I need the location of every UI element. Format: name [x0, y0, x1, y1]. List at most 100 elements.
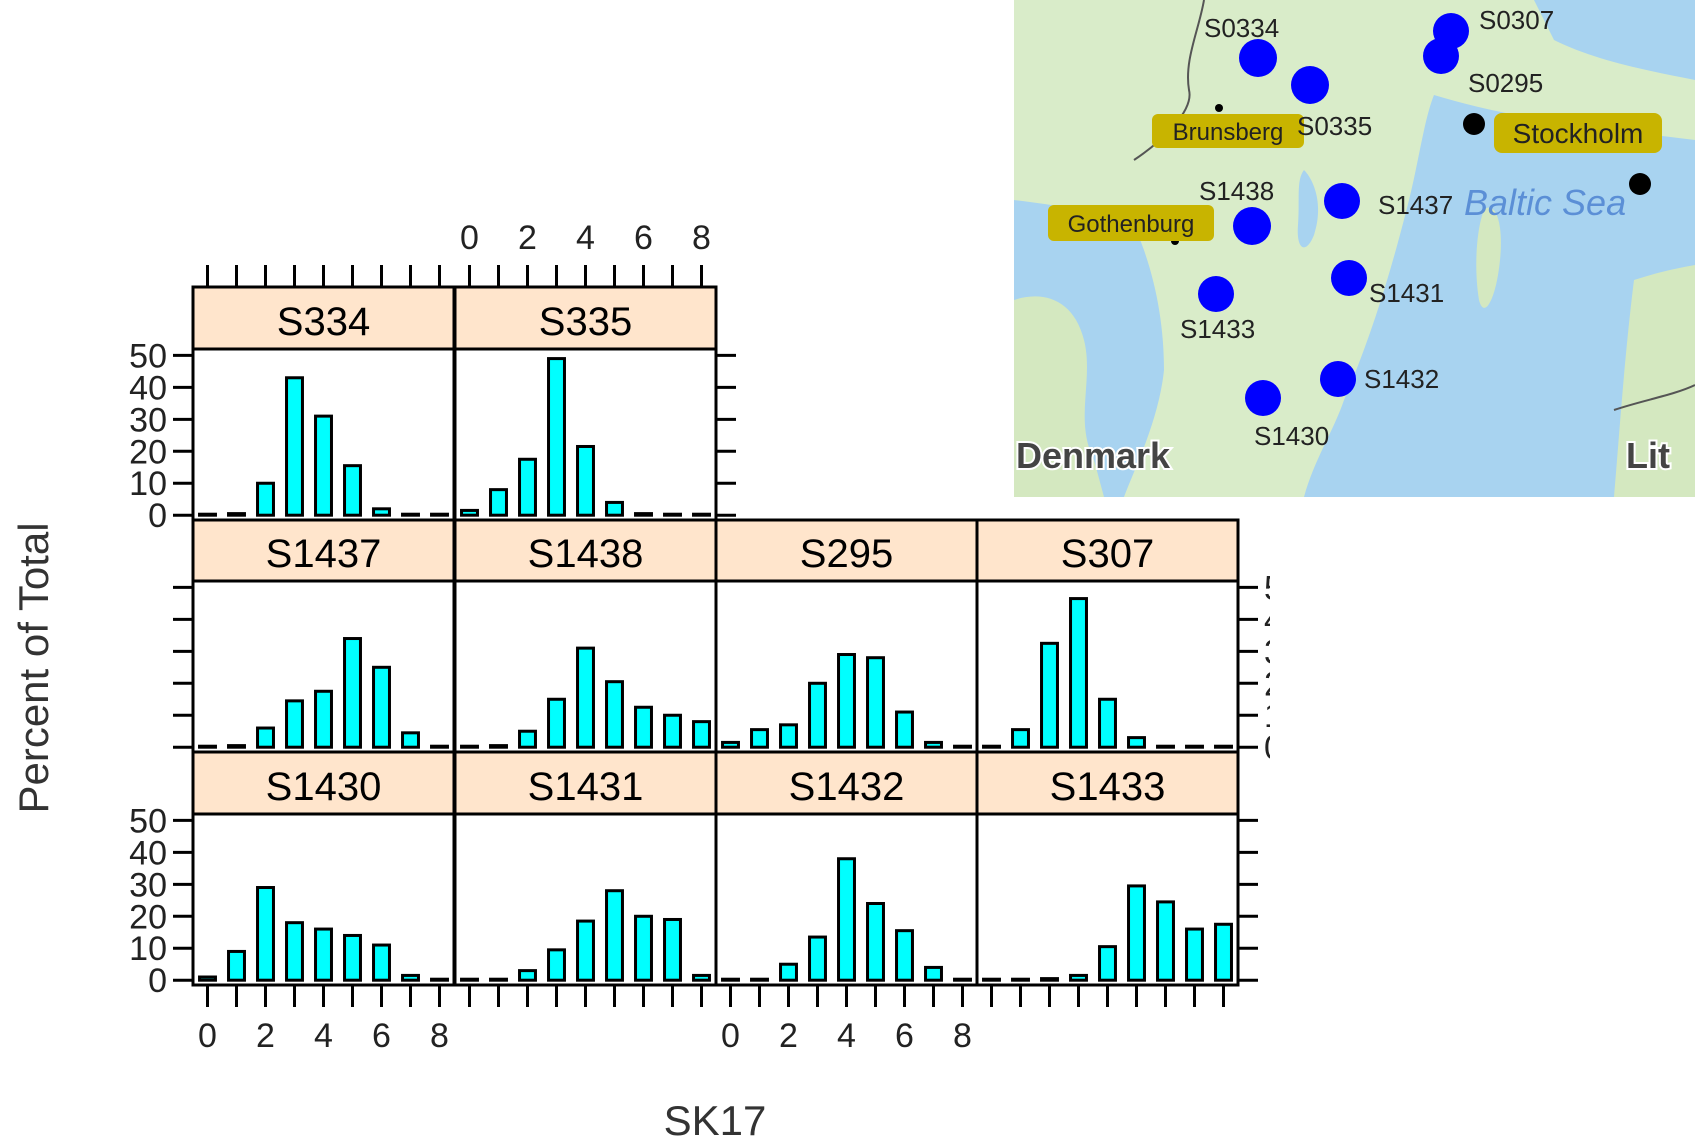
city-dot: [1629, 173, 1651, 195]
histogram-bar: [1214, 922, 1233, 982]
panel-title: S334: [277, 300, 370, 344]
histogram-bar: [605, 889, 624, 982]
histogram-bar: [1040, 641, 1059, 749]
x-tick-label: 0: [198, 1017, 217, 1055]
x-tick-label: 4: [314, 1017, 333, 1055]
site-marker: [1331, 260, 1367, 296]
panel-title: S1438: [528, 532, 644, 576]
histogram-bar: [895, 710, 914, 749]
y-tick-label: 10: [129, 465, 167, 503]
histogram-bar: [198, 744, 217, 749]
histogram-bar: [634, 705, 653, 749]
histogram-bar: [430, 977, 449, 982]
y-tick-label: 50: [129, 802, 167, 840]
histogram-bar: [401, 512, 420, 517]
histogram-bar: [692, 973, 711, 982]
country-label: Lit: [1626, 435, 1670, 476]
histogram-bar: [779, 962, 798, 982]
panel-s1430: S1430: [191, 750, 456, 987]
panel-strip: [191, 285, 456, 351]
site-marker: [1291, 66, 1329, 104]
histogram-bar: [605, 500, 624, 517]
panel-s1431: S1431: [453, 750, 718, 987]
histogram-bar: [837, 857, 856, 982]
histogram-bar: [256, 481, 275, 517]
panel-s1432: S1432: [714, 750, 979, 987]
histogram-bar: [663, 512, 682, 517]
x-axis-label: SK17: [664, 1097, 767, 1144]
histogram-bar: [837, 653, 856, 749]
histogram-bar: [692, 720, 711, 749]
histogram-bar: [634, 512, 653, 517]
panel-strip: [975, 518, 1240, 583]
baltic-water: [1304, 95, 1695, 497]
histogram-bar: [895, 929, 914, 982]
panel-strip: [714, 518, 979, 583]
panel-title: S307: [1061, 532, 1154, 576]
y-tick-label: 50: [1264, 569, 1270, 607]
y-tick-label: 20: [129, 898, 167, 936]
city-label: Brunsberg: [1173, 119, 1284, 146]
histogram-bar: [227, 949, 246, 982]
histogram-bar: [227, 744, 246, 749]
site-marker: [1198, 276, 1234, 312]
histogram-bar: [285, 376, 304, 517]
histogram-bar: [314, 927, 333, 982]
histogram-bar: [721, 977, 740, 982]
site-label: S0334: [1204, 13, 1279, 43]
histogram-bar: [372, 943, 391, 982]
histogram-bar: [1127, 884, 1146, 982]
y-tick-label: 30: [129, 866, 167, 904]
panel-s1438: S1438: [453, 518, 718, 754]
country-label: Denmark: [1016, 435, 1171, 476]
panel-strip: [191, 750, 456, 816]
site-label: S0295: [1468, 68, 1543, 98]
histogram-bar: [953, 744, 972, 749]
city-dot: [1463, 113, 1485, 135]
site-label: S1431: [1369, 278, 1444, 308]
panel-s334: S334: [191, 285, 456, 522]
histogram-bar: [634, 914, 653, 982]
x-tick-label: 8: [430, 1017, 449, 1055]
histogram-bar: [1127, 736, 1146, 749]
sea-label: Baltic Sea: [1464, 182, 1626, 223]
histogram-bar: [663, 917, 682, 982]
histogram-bar: [808, 935, 827, 982]
city-dot: [1215, 104, 1223, 112]
histogram-bar: [576, 919, 595, 982]
histogram-bar: [430, 744, 449, 749]
histogram-bar: [489, 744, 508, 749]
histogram-bar: [924, 965, 943, 982]
histogram-bar: [1011, 728, 1030, 749]
histogram-bar: [982, 977, 1001, 982]
x-tick-label: 8: [692, 219, 711, 257]
city-label: Stockholm: [1513, 118, 1644, 149]
axis-ticks: 0246802468024680102030405001020304050010…: [129, 219, 1270, 1055]
histogram-bar: [576, 444, 595, 517]
y-tick-label: 10: [129, 930, 167, 968]
x-tick-label: 2: [518, 219, 537, 257]
panel-s295: S295: [714, 518, 979, 754]
histogram-bar: [518, 969, 537, 982]
site-label: S1437: [1378, 190, 1453, 220]
histogram-bar: [750, 977, 769, 982]
histogram-bar: [227, 512, 246, 517]
panel-strip: [453, 518, 718, 583]
x-tick-label: 6: [634, 219, 653, 257]
histogram-bar: [1156, 744, 1175, 749]
x-tick-label: 2: [256, 1017, 275, 1055]
y-tick-label: 50: [129, 337, 167, 375]
histogram-bar: [576, 646, 595, 749]
panel-s335: S335: [453, 285, 718, 522]
site-map: Baltic Sea Denmark Lit Brunsberg Stockho…: [1014, 0, 1695, 497]
y-tick-label: 40: [129, 834, 167, 872]
histogram-bar: [372, 507, 391, 517]
y-tick-label: 0: [148, 962, 167, 1000]
panel-title: S335: [539, 300, 632, 344]
city-label: Gothenburg: [1068, 211, 1195, 238]
histogram-bar: [1040, 977, 1059, 982]
histogram-bar: [401, 731, 420, 749]
panel-title: S1437: [266, 532, 382, 576]
histogram-bar: [866, 656, 885, 749]
x-tick-label: 0: [460, 219, 479, 257]
